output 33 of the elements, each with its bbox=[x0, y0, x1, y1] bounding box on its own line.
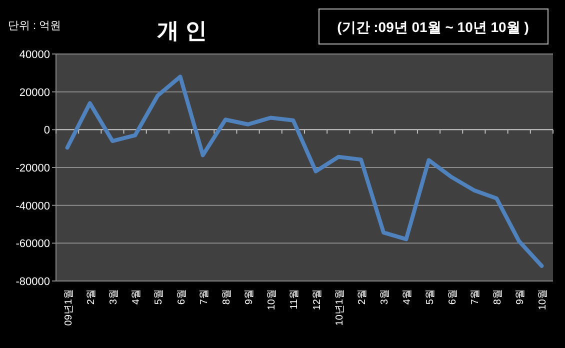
x-tick-label: 7월 bbox=[470, 289, 481, 305]
x-tick-label: 11월 bbox=[289, 289, 300, 310]
x-tick-label: 7월 bbox=[198, 289, 210, 305]
x-tick-label: 5월 bbox=[424, 289, 436, 305]
x-tick-label: 12월 bbox=[312, 289, 323, 310]
x-tick-label: 9월 bbox=[244, 289, 256, 305]
y-tick-label: 20000 bbox=[19, 86, 50, 99]
text: (기간 :09년 01월 ~ 10년 10월 ) bbox=[337, 19, 529, 35]
x-tick-label: 6월 bbox=[447, 289, 458, 305]
x-tick-label: 8월 bbox=[492, 289, 504, 305]
x-tick-label: 8월 bbox=[221, 289, 232, 305]
x-tick-label: 4월 bbox=[402, 289, 414, 305]
y-tick-label: 0 bbox=[44, 124, 50, 137]
y-tick-label: -80000 bbox=[16, 276, 50, 288]
x-tick-label: 3월 bbox=[108, 289, 120, 305]
x-tick-label: 9월 bbox=[515, 289, 526, 305]
x-tick-label: 3월 bbox=[380, 289, 391, 305]
y-tick-label: -40000 bbox=[16, 200, 50, 212]
x-tick-label: 10월 bbox=[266, 289, 278, 310]
x-tick-label: 09년1월 bbox=[63, 289, 74, 326]
x-tick-label: 2월 bbox=[86, 289, 97, 305]
x-tick-label: 6월 bbox=[176, 289, 188, 305]
x-tick-label: 10월 bbox=[538, 289, 549, 310]
y-tick-label: 40000 bbox=[19, 49, 50, 61]
y-tick-label: -60000 bbox=[16, 238, 50, 250]
x-tick-label: 10년1월 bbox=[334, 289, 346, 326]
y-tick-label: -20000 bbox=[16, 162, 50, 174]
text: 단위 : 억원 bbox=[8, 20, 62, 32]
x-tick-label: 5월 bbox=[154, 289, 165, 305]
line-series bbox=[65, 74, 544, 268]
x-tick-label: 4월 bbox=[131, 289, 142, 305]
x-tick-label: 2월 bbox=[356, 289, 368, 305]
chart-title: 개 인 bbox=[156, 18, 208, 43]
